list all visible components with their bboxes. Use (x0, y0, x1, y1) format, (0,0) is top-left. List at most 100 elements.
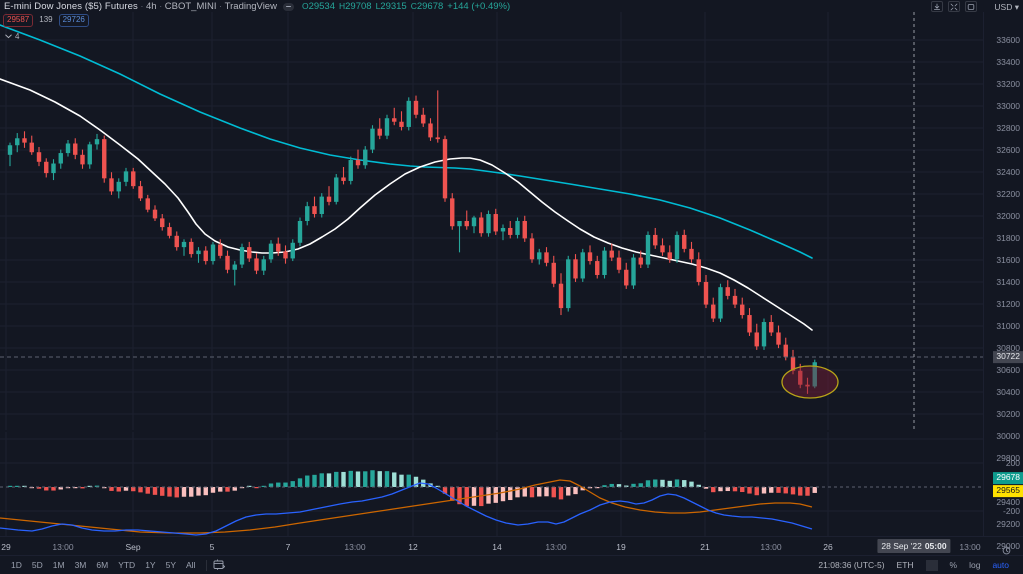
header-separator-2: · (159, 1, 163, 12)
candle-body (210, 244, 216, 262)
candle-body (131, 171, 136, 187)
candle-body (573, 259, 578, 279)
clock-time-label[interactable]: 21:08:36 (UTC-5) (818, 560, 885, 570)
legend-badge-low[interactable]: 29587 (3, 14, 34, 27)
candle-body (609, 250, 614, 258)
range-button-1y[interactable]: 1Y (145, 560, 156, 570)
range-selector[interactable]: 1D 5D 1M 3M 6M YTD 1Y 5Y All (0, 559, 200, 571)
price-tick: 30400 (996, 387, 1020, 397)
macd-histogram-bar (457, 487, 462, 505)
clock-icon[interactable] (1002, 542, 1011, 560)
time-tick: 12 (408, 542, 418, 552)
price-pane[interactable] (0, 12, 983, 430)
macd-histogram-bar (609, 483, 614, 487)
macd-histogram-bar (776, 487, 781, 493)
source-label[interactable]: TradingView (224, 1, 277, 12)
macd-histogram-bar (537, 487, 542, 497)
macd-histogram-bar (377, 471, 382, 487)
range-button-ytd[interactable]: YTD (118, 560, 136, 570)
macd-histogram-bar (442, 487, 448, 494)
macd-pane[interactable] (0, 432, 983, 536)
legend-badge-high[interactable]: 29726 (58, 14, 89, 27)
macd-histogram-bar (116, 487, 121, 492)
macd-histogram-bar (500, 487, 506, 502)
log-scale-button[interactable]: log (969, 560, 981, 570)
macd-histogram-bar (718, 487, 723, 492)
macd-histogram-bar (102, 487, 107, 489)
price-axis[interactable]: 33600 33400 33200 33000 32800 32600 32400 32200… (983, 12, 1023, 551)
macd-histogram-bar (587, 487, 593, 489)
candle-body (812, 362, 817, 387)
candle-body (776, 332, 781, 345)
chevron-down-icon[interactable] (5, 32, 12, 41)
macd-histogram-bar (515, 487, 520, 498)
macd-histogram-bar (58, 487, 63, 490)
fullscreen-icon[interactable] (965, 1, 977, 12)
macd-histogram-bar (65, 487, 71, 489)
candle-body (181, 241, 187, 248)
range-button-3m[interactable]: 3M (74, 560, 87, 570)
eye-hidden-icon[interactable] (282, 2, 294, 11)
macd-histogram-bar (529, 487, 535, 498)
highlight-ellipse (781, 365, 839, 399)
candle-body (732, 295, 738, 305)
macd-histogram-bar (392, 472, 397, 487)
header-separator-3: · (219, 1, 223, 12)
candle-body (464, 221, 469, 227)
macd-histogram-bar (131, 487, 136, 492)
candle-body (493, 214, 498, 232)
candle-body (65, 143, 71, 154)
toolbar-divider-2 (925, 559, 938, 571)
candle-body (624, 269, 629, 286)
range-button-5y[interactable]: 5Y (165, 560, 176, 570)
macd-histogram-bar (152, 487, 158, 495)
time-tick: 7 (285, 542, 291, 552)
range-button-all[interactable]: All (186, 560, 196, 570)
macd-histogram-bar (406, 474, 411, 487)
range-button-5d[interactable]: 5D (31, 560, 43, 570)
macd-histogram-bar (464, 487, 469, 507)
currency-label[interactable]: USD ▾ (994, 2, 1019, 12)
candle-body (73, 143, 78, 155)
exchange-label[interactable]: CBOT_MINI (164, 1, 217, 12)
macd-histogram-bar (522, 487, 527, 497)
interval-label[interactable]: 4h (146, 1, 157, 12)
percent-scale-button[interactable]: % (949, 560, 958, 570)
macd-histogram-bar (725, 487, 730, 492)
candle-body (196, 250, 201, 255)
macd-histogram-bar (790, 487, 796, 495)
candle-body (406, 100, 411, 127)
legend-badge-mid: 139 (39, 15, 53, 25)
macd-histogram-bar (479, 487, 484, 507)
macd-histogram-bar (87, 485, 92, 487)
macd-histogram-bar (747, 487, 752, 494)
symbol-title[interactable]: E-mini Dow Jones ($5) Futures (4, 1, 138, 12)
macd-histogram-bar (363, 471, 368, 487)
macd-histogram (7, 470, 817, 507)
price-tick: 32200 (996, 189, 1020, 199)
price-tick: 33200 (996, 79, 1020, 89)
time-axis[interactable]: 29 13:00 Sep 5 7 13:00 12 14 13:00 19 21 13:00 26 13:… (0, 536, 1023, 555)
candle-body (674, 234, 680, 260)
range-button-6m[interactable]: 6M (96, 560, 109, 570)
macd-histogram-bar (138, 487, 143, 493)
bottom-toolbar: 1D 5D 1M 3M 6M YTD 1Y 5Y All 21:08:36 (UTC-5) ET… (0, 555, 1023, 574)
price-tick: 31000 (996, 321, 1020, 331)
candle-body (450, 198, 455, 227)
auto-scale-button[interactable]: auto (992, 560, 1009, 570)
candle-body (595, 261, 600, 275)
crosshair-icon[interactable] (948, 1, 960, 12)
range-button-1d[interactable]: 1D (11, 560, 22, 570)
macd-histogram-bar (36, 487, 42, 489)
macd-histogram-bar (602, 485, 607, 487)
candle-body (769, 322, 774, 333)
range-button-1m[interactable]: 1M (52, 560, 65, 570)
macd-histogram-bar (160, 487, 165, 496)
price-label-yellow: 29565 (993, 485, 1023, 497)
candle-body (645, 234, 651, 265)
session-label[interactable]: ETH (896, 560, 914, 570)
calendar-range-icon[interactable] (213, 558, 226, 572)
download-icon[interactable] (931, 1, 943, 12)
ohlc-high: H29708 (339, 1, 372, 12)
